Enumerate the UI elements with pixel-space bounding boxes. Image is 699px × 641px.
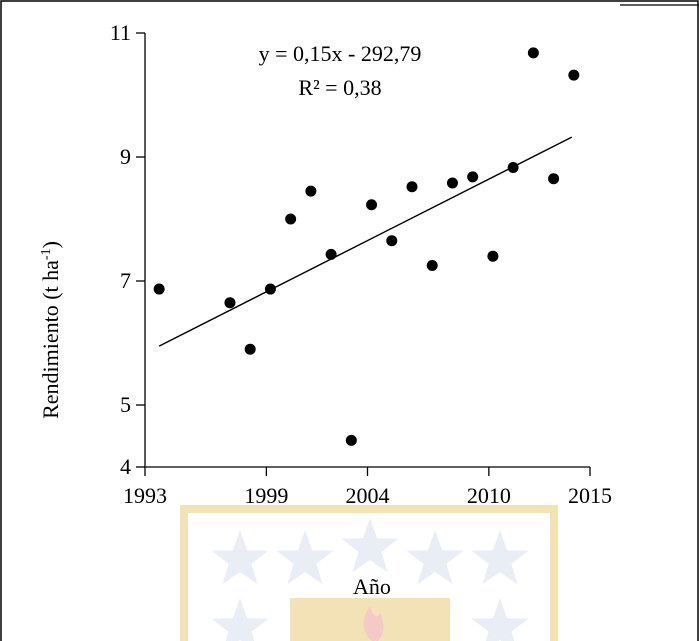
watermark-flame-icon <box>363 606 384 641</box>
data-point <box>264 283 276 295</box>
x-tick-label: 2015 <box>568 483 612 508</box>
data-point <box>386 235 398 247</box>
y-tick-label: 5 <box>120 392 131 417</box>
watermark-star-icon <box>211 598 269 641</box>
equation-label: y = 0,15x - 292,79 <box>259 41 422 66</box>
y-tick-label: 4 <box>120 454 131 479</box>
x-tick-label: 1993 <box>123 483 167 508</box>
watermark-star-icon <box>471 598 529 641</box>
data-point <box>406 181 418 193</box>
watermark-star-icon <box>276 530 334 585</box>
x-axis-label: Año <box>353 574 391 599</box>
watermark-band <box>180 505 558 513</box>
watermark-star-icon <box>471 530 529 585</box>
y-axis-label: Rendimiento (t ha-1) <box>38 241 63 419</box>
data-point <box>487 250 499 262</box>
data-point <box>153 283 165 295</box>
data-point <box>224 297 236 309</box>
data-point <box>305 185 317 197</box>
data-point <box>446 177 458 189</box>
x-tick-label: 2004 <box>346 483 390 508</box>
data-point <box>568 69 580 81</box>
data-point <box>507 162 519 174</box>
data-points <box>153 47 580 446</box>
data-point <box>345 434 357 446</box>
x-tick-label: 1999 <box>244 483 288 508</box>
watermark-star-icon <box>406 530 464 585</box>
y-tick-label: 7 <box>120 268 131 293</box>
data-point <box>325 248 337 260</box>
x-ticks: 1993 1999 2004 2010 2015 <box>123 467 612 508</box>
y-tick-label: 9 <box>120 144 131 169</box>
data-point <box>285 213 297 225</box>
data-point <box>426 260 438 271</box>
watermark-logo <box>180 505 558 641</box>
y-axis-label-main: Rendimiento (t ha <box>38 260 63 419</box>
watermark-star-icon <box>211 530 269 585</box>
x-tick-label: 2010 <box>467 483 511 508</box>
y-ticks: 4 5 7 9 11 <box>110 20 145 479</box>
trend-line <box>158 136 573 347</box>
data-point <box>527 47 539 59</box>
watermark-band <box>180 505 188 641</box>
watermark-star-icon <box>341 518 399 573</box>
data-point <box>548 173 560 185</box>
r2-label: R² = 0,38 <box>298 75 381 100</box>
y-axis-label-tail: ) <box>38 241 63 248</box>
y-tick-label: 11 <box>110 20 131 45</box>
data-point <box>467 171 479 183</box>
watermark-band <box>550 505 558 641</box>
data-point <box>366 199 378 211</box>
y-axis-label-sup: -1 <box>39 248 54 260</box>
data-point <box>244 343 256 355</box>
